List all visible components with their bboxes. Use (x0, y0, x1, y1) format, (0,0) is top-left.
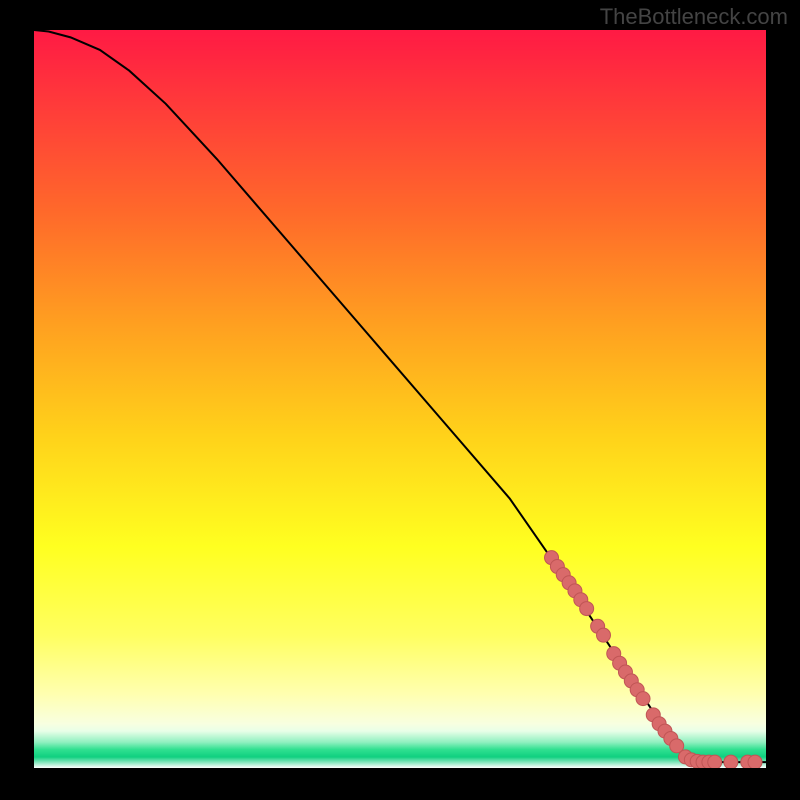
watermark-text: TheBottleneck.com (600, 4, 788, 30)
chart-gradient-background (34, 30, 766, 768)
chart-plot-area (34, 30, 766, 768)
